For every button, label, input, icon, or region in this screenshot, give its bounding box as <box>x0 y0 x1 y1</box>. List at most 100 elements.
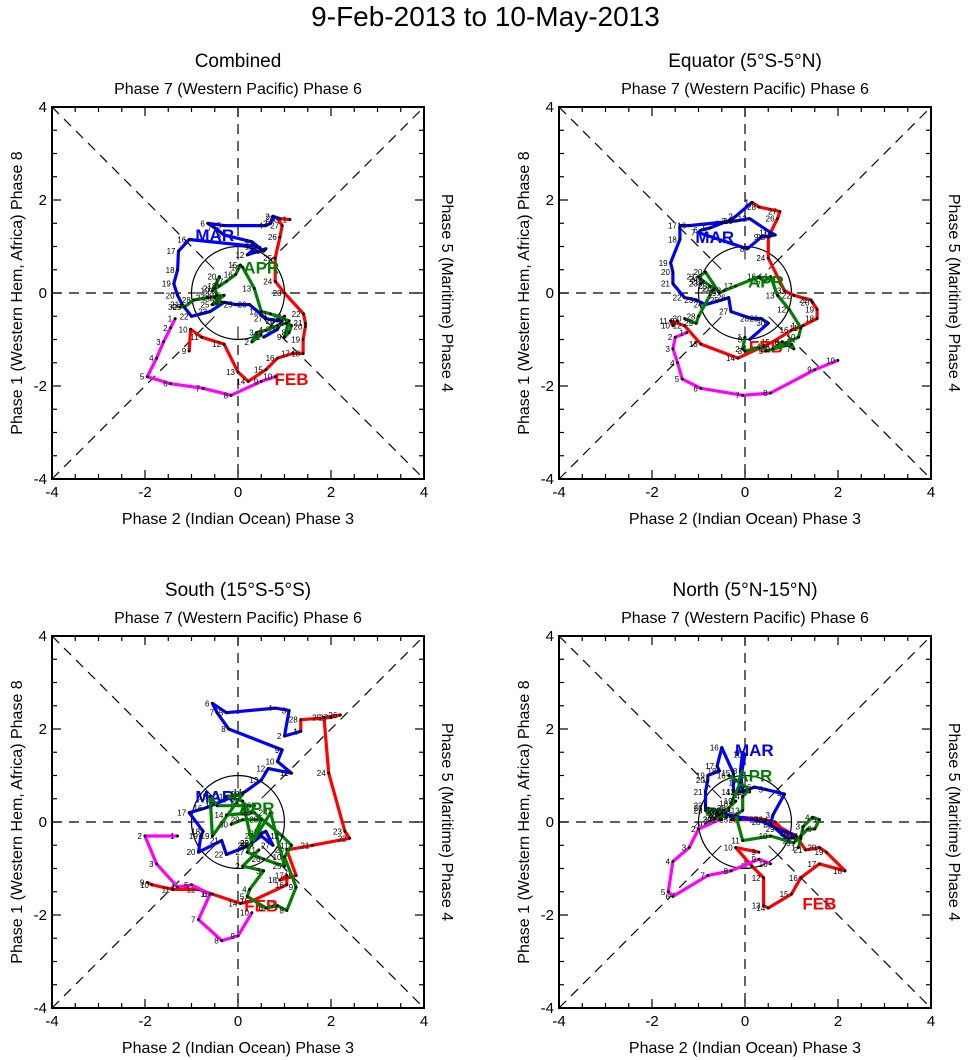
data-point <box>720 811 724 815</box>
day-label: 13 <box>689 340 698 349</box>
circle-tick <box>711 788 722 799</box>
day-label: 6 <box>200 219 205 228</box>
data-point <box>241 818 245 822</box>
data-point <box>329 715 333 719</box>
data-point <box>264 328 268 332</box>
day-label: 4 <box>665 858 670 867</box>
data-point <box>271 843 275 847</box>
day-label: 4 <box>258 222 263 231</box>
circle-tick <box>711 845 722 856</box>
day-label: 2 <box>735 345 740 354</box>
data-point <box>291 352 295 355</box>
data-point <box>766 906 770 910</box>
data-point <box>224 711 228 715</box>
data-point <box>750 864 754 868</box>
day-label: 10 <box>277 317 286 326</box>
data-point <box>815 317 819 320</box>
data-point <box>211 702 214 705</box>
day-label: 2 <box>235 862 240 871</box>
x-tick-label: -4 <box>552 484 565 501</box>
data-point <box>176 268 179 272</box>
day-label: 21 <box>794 846 803 855</box>
day-label: 8 <box>763 389 768 398</box>
day-label: 3 <box>149 860 154 869</box>
data-point <box>790 342 793 346</box>
data-point <box>229 393 233 397</box>
data-point <box>811 815 814 819</box>
day-label: 8 <box>217 231 222 240</box>
day-label: 8 <box>733 767 738 776</box>
day-label: 27 <box>319 713 328 722</box>
day-label: 9 <box>751 855 756 864</box>
data-point <box>764 788 768 791</box>
day-label: 11 <box>280 769 289 778</box>
data-point <box>799 876 803 880</box>
circle-tick <box>204 316 215 327</box>
data-point <box>220 839 224 842</box>
day-label: 12 <box>724 811 733 820</box>
day-label: 7 <box>210 709 215 718</box>
data-point <box>245 895 249 898</box>
data-point <box>743 335 747 339</box>
day-label: 11 <box>190 333 199 342</box>
day-label: 23 <box>684 296 693 305</box>
day-label: 17 <box>724 282 733 291</box>
data-point <box>262 869 265 873</box>
data-point <box>806 827 810 831</box>
day-label: 28 <box>752 818 761 827</box>
data-point <box>283 314 286 318</box>
day-label: 18 <box>198 792 207 801</box>
data-point <box>750 317 754 320</box>
day-label: 30 <box>703 816 712 825</box>
data-point <box>241 266 245 269</box>
x-tick-label: -4 <box>45 1013 58 1030</box>
data-point <box>213 286 217 290</box>
data-point <box>245 850 249 854</box>
data-point <box>211 289 214 293</box>
day-label: 25 <box>710 296 719 305</box>
month-label-feb: FEB <box>274 370 308 389</box>
day-label: 27 <box>719 308 728 317</box>
month-label-mar: MAR <box>195 787 234 806</box>
day-label: 28 <box>708 811 717 820</box>
month-label-apr: APR <box>748 272 784 291</box>
day-label: 25 <box>312 713 321 722</box>
day-label: 20 <box>696 776 705 785</box>
data-point <box>762 279 765 283</box>
data-point <box>259 310 263 313</box>
data-point <box>706 778 710 782</box>
day-label: 24 <box>703 816 712 825</box>
data-point <box>766 256 770 260</box>
day-label: 9 <box>765 345 770 354</box>
data-point <box>276 904 279 908</box>
data-point <box>720 818 724 822</box>
data-point <box>764 349 768 353</box>
day-label: 8 <box>775 338 780 347</box>
day-label: 1 <box>293 727 298 736</box>
data-point <box>792 347 796 351</box>
day-label: 22 <box>712 806 721 815</box>
data-point <box>204 806 207 810</box>
data-point <box>720 746 724 749</box>
data-point <box>683 296 686 300</box>
data-point <box>266 767 270 770</box>
day-label: 15 <box>738 785 747 794</box>
day-label: 4 <box>149 354 154 363</box>
data-point <box>790 832 793 836</box>
day-label: 12 <box>235 251 244 260</box>
y-tick-label: -4 <box>34 471 47 488</box>
panel-1: Equator (5°S-5°N) Phase 7 (Western Pacifi… <box>516 51 962 528</box>
day-label: 19 <box>708 289 717 298</box>
data-point <box>238 263 242 267</box>
day-label: 22 <box>231 797 240 806</box>
day-label: 26 <box>705 809 714 818</box>
day-label: 23 <box>694 806 703 815</box>
data-point <box>797 335 800 339</box>
data-point <box>745 247 749 251</box>
data-point <box>722 289 726 293</box>
day-label: 30 <box>219 820 228 829</box>
day-label: 9 <box>140 878 145 887</box>
data-point <box>294 874 298 877</box>
